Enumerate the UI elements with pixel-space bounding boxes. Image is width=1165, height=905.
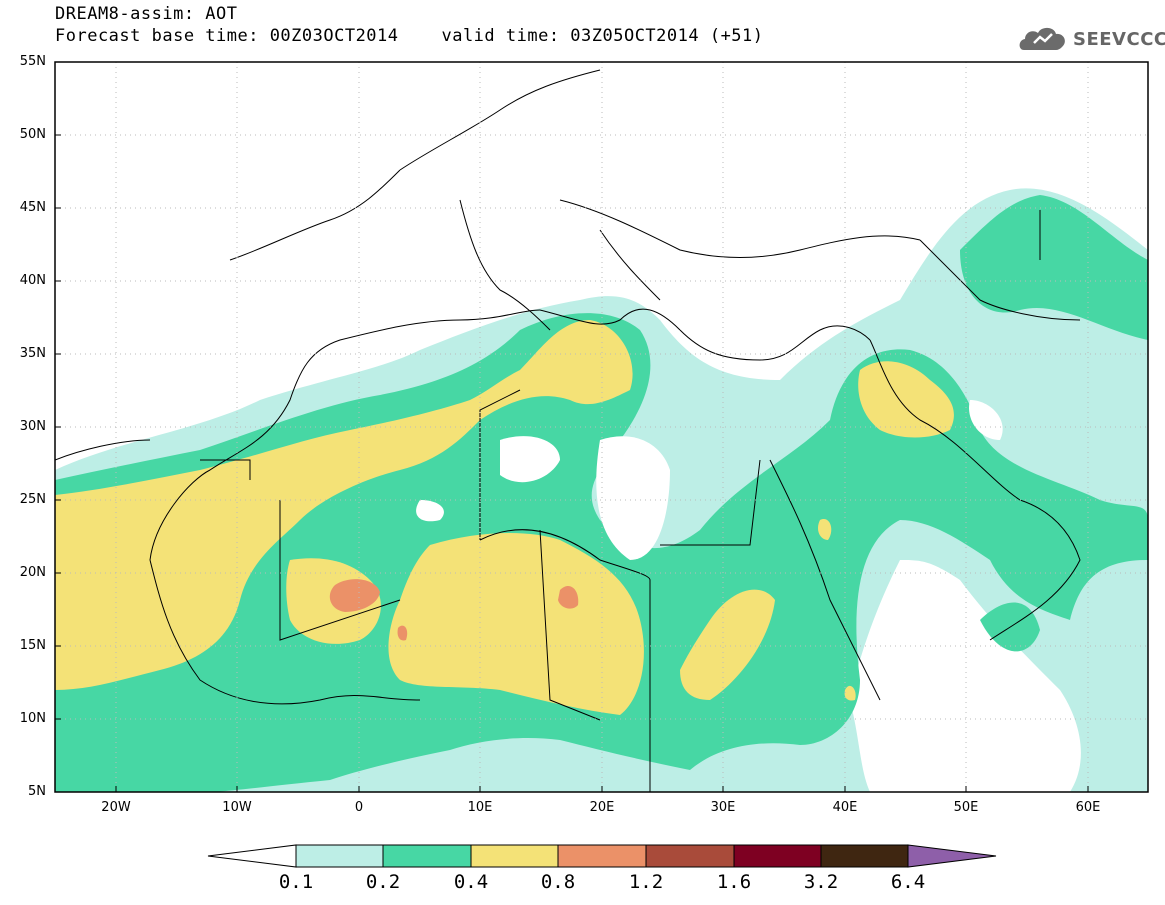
forecast-base-time: Forecast base time: 00Z03OCT2014 bbox=[55, 26, 399, 46]
y-tick-label: 45N bbox=[19, 200, 46, 215]
y-tick-label: 40N bbox=[19, 273, 46, 288]
colorbar-box-6 bbox=[733, 844, 822, 868]
y-tick-label: 55N bbox=[19, 54, 46, 69]
x-tick-label: 10E bbox=[467, 800, 493, 815]
y-tick-label: 35N bbox=[19, 346, 46, 361]
x-tick-label: 10W bbox=[222, 800, 252, 815]
y-tick-label: 15N bbox=[19, 638, 46, 653]
y-tick-label: 10N bbox=[19, 711, 46, 726]
y-tick-label: 30N bbox=[19, 419, 46, 434]
colorbar-label: 1.6 bbox=[716, 871, 752, 893]
colorbar-label: 3.2 bbox=[803, 871, 839, 893]
colorbar-box-3 bbox=[470, 844, 559, 868]
colorbar-label: 0.1 bbox=[278, 871, 314, 893]
x-tick-label: 20E bbox=[589, 800, 615, 815]
colorbar-box-4 bbox=[557, 844, 647, 868]
x-tick-label: 40E bbox=[832, 800, 858, 815]
y-tick-label: 25N bbox=[19, 492, 46, 507]
valid-time: valid time: 03Z05OCT2014 (+51) bbox=[441, 26, 764, 46]
tick-marks bbox=[55, 134, 1089, 792]
x-tick-label: 0 bbox=[354, 800, 364, 815]
x-tick-label: 30E bbox=[710, 800, 736, 815]
colorbar-label: 0.4 bbox=[453, 871, 489, 893]
x-tick-label: 20W bbox=[101, 800, 131, 815]
seevccc-logo: SEEVCCC bbox=[1018, 24, 1165, 54]
colorbar bbox=[207, 844, 997, 868]
logo-text: SEEVCCC bbox=[1073, 28, 1165, 50]
colorbar-under bbox=[207, 844, 297, 868]
x-tick-label: 60E bbox=[1075, 800, 1101, 815]
colorbar-label: 0.2 bbox=[365, 871, 401, 893]
colorbar-over bbox=[907, 844, 997, 868]
aot-low-areas bbox=[416, 400, 1003, 560]
colorbar-label: 1.2 bbox=[628, 871, 664, 893]
country-borders bbox=[55, 69, 1081, 792]
colorbar-box-2 bbox=[382, 844, 472, 868]
colorbar-label: 6.4 bbox=[890, 871, 926, 893]
time-info: Forecast base time: 00Z03OCT2014 valid t… bbox=[55, 26, 764, 46]
colorbar-box-7 bbox=[820, 844, 909, 868]
map-title: DREAM8-assim: AOT bbox=[55, 4, 238, 24]
x-tick-label: 50E bbox=[953, 800, 979, 815]
colorbar-box-5 bbox=[645, 844, 735, 868]
colorbar-box-1 bbox=[295, 844, 384, 868]
cloud-icon bbox=[1019, 27, 1065, 50]
colorbar-label: 0.8 bbox=[540, 871, 576, 893]
graticule bbox=[55, 62, 1148, 792]
y-tick-label: 20N bbox=[19, 565, 46, 580]
y-tick-label: 5N bbox=[28, 784, 46, 799]
aot-contour-0.8 bbox=[329, 579, 579, 641]
y-tick-label: 50N bbox=[19, 127, 46, 142]
